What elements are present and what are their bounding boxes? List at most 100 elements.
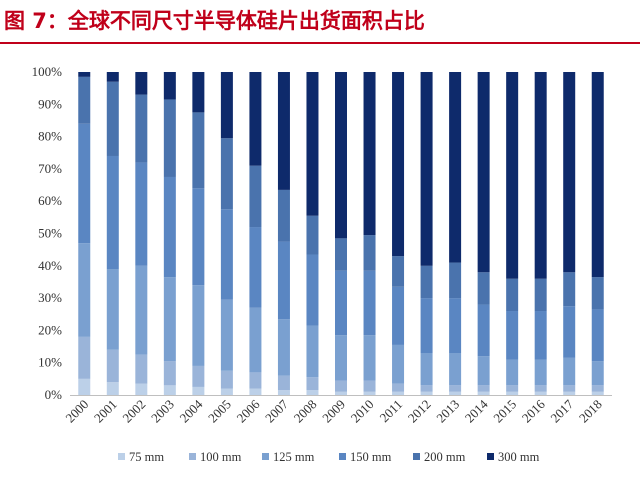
- x-tick-label: 2003: [148, 397, 177, 426]
- bar-segment: [477, 272, 490, 305]
- bar-segment: [249, 165, 262, 228]
- x-tick-label: 2002: [119, 397, 148, 426]
- bar-segment: [192, 285, 205, 366]
- bar-segment: [106, 81, 119, 156]
- bar-segment: [449, 391, 462, 395]
- bar-segment: [249, 372, 262, 389]
- bar-segment: [449, 353, 462, 386]
- bar-segment: [563, 357, 576, 386]
- x-tick-label: 2016: [519, 396, 548, 425]
- bar-segment: [220, 72, 233, 139]
- bar-segment: [392, 383, 405, 392]
- bar-segment: [306, 72, 319, 216]
- bar-segment: [506, 311, 519, 360]
- legend-swatch: [413, 453, 420, 460]
- legend-label: 300 mm: [498, 450, 540, 464]
- y-tick-label: 0%: [45, 387, 63, 402]
- bar-segment: [220, 299, 233, 371]
- bar-segment: [335, 72, 347, 239]
- bar-segment: [192, 386, 205, 395]
- bar-segment: [534, 311, 547, 360]
- y-axis: 0% 10% 20% 30% 40% 50% 60% 70% 80% 90% 100%: [32, 64, 612, 402]
- bar-segment: [534, 391, 547, 395]
- bar-segment: [249, 307, 262, 373]
- bar-segment: [506, 391, 519, 395]
- legend-label: 200 mm: [424, 450, 466, 464]
- title-rule: [0, 42, 640, 44]
- bar-segment: [306, 215, 319, 255]
- bar-segment: [591, 361, 604, 386]
- bar-segment: [534, 359, 547, 386]
- bar-segment: [449, 262, 462, 299]
- bar-segment: [420, 391, 433, 395]
- bar-segment: [106, 382, 119, 395]
- bar-segment: [363, 380, 376, 392]
- y-tick-label: 60%: [38, 193, 62, 208]
- bar-segment: [591, 72, 604, 278]
- bar-segment: [591, 277, 604, 310]
- bar-segment: [163, 72, 176, 100]
- x-tick-label: 2010: [348, 397, 377, 426]
- legend-swatch: [339, 453, 346, 460]
- legend-swatch: [487, 453, 494, 460]
- x-tick-label: 2008: [291, 397, 320, 426]
- x-tick-label: 2007: [262, 396, 291, 425]
- bar-segment: [591, 309, 604, 362]
- x-tick-label: 2006: [234, 396, 263, 425]
- x-tick-label: 2015: [490, 397, 519, 426]
- stacked-bar-chart: 0%10%20%30%40%50%60%70%80%90%100% 2000 20…: [32, 64, 612, 464]
- x-tick-label: 2012: [405, 397, 434, 426]
- bar-segment: [106, 155, 119, 270]
- y-tick-label: 50%: [38, 226, 62, 241]
- legend-label: 75 mm: [129, 450, 164, 464]
- bar-segment: [534, 72, 547, 279]
- legend-label: 150 mm: [350, 450, 392, 464]
- bar-segment: [192, 188, 205, 286]
- bar-segment: [306, 254, 319, 326]
- bar-segment: [477, 356, 490, 386]
- bar-segment: [220, 209, 233, 300]
- bar-segment: [563, 272, 576, 307]
- bar-segment: [534, 385, 547, 392]
- bar-segment: [534, 278, 547, 312]
- bar-segment: [335, 380, 347, 392]
- bar-segment: [277, 375, 290, 391]
- bar-segment: [163, 361, 176, 386]
- x-tick-label: 2018: [576, 397, 605, 426]
- bar-segment: [135, 162, 148, 266]
- x-tick-label: 2014: [462, 396, 491, 425]
- bar-segment: [163, 277, 176, 362]
- bar-segment: [335, 238, 347, 271]
- legend-swatch: [262, 453, 269, 460]
- bar-segment: [335, 270, 347, 336]
- bar-segment: [78, 378, 91, 395]
- bar-segment: [477, 72, 490, 273]
- x-tick-label: 2011: [377, 397, 406, 426]
- y-tick-label: 100%: [32, 64, 63, 79]
- bar-segment: [220, 388, 233, 395]
- bar-segment: [363, 335, 376, 381]
- y-tick-label: 40%: [38, 258, 62, 273]
- x-tick-label: 2004: [176, 396, 205, 425]
- bar-segment: [106, 72, 119, 82]
- bar-segment: [192, 365, 205, 387]
- bar-segment: [249, 72, 262, 166]
- bar-segment: [106, 269, 119, 350]
- bar-segment: [591, 385, 604, 392]
- x-tick-label: 2005: [205, 397, 234, 426]
- bar-segment: [306, 325, 319, 378]
- y-tick-label: 70%: [38, 161, 62, 176]
- bar-segment: [135, 383, 148, 395]
- bar-segment: [506, 278, 519, 312]
- bar-segment: [135, 94, 148, 163]
- bar-segment: [392, 344, 405, 384]
- bar-segment: [277, 189, 290, 242]
- bar-segment: [420, 72, 433, 266]
- bar-segment: [449, 385, 462, 392]
- y-tick-label: 10%: [38, 355, 62, 370]
- bar-segment: [249, 388, 262, 395]
- bar-segment: [163, 176, 176, 278]
- x-tick-label: 2009: [319, 397, 348, 426]
- legend-swatch: [189, 453, 196, 460]
- y-tick-label: 80%: [38, 129, 62, 144]
